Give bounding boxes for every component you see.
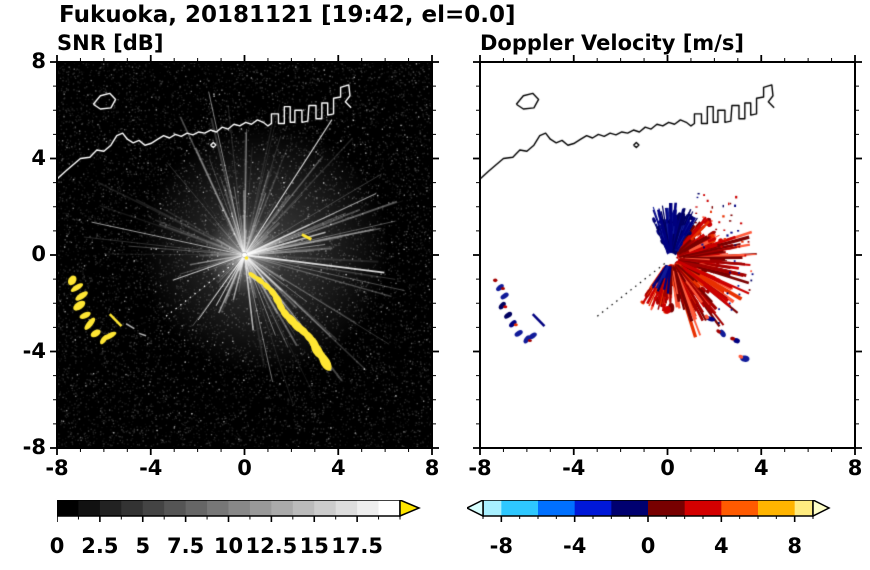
- snr-y-tick-label: -4: [22, 338, 46, 363]
- doppler-colorbar-label: 0: [640, 534, 656, 558]
- doppler-colorbar: [467, 500, 831, 522]
- snr-colorbar-label: 0: [49, 534, 65, 558]
- doppler-x-tick-label: 4: [753, 456, 769, 480]
- snr-colorbar-label: 10: [213, 534, 244, 558]
- snr-plot-canvas: [57, 62, 432, 448]
- snr-y-tick-label: 0: [31, 242, 46, 266]
- snr-y-tick-label: 4: [31, 145, 46, 170]
- snr-y-tick-label: -8: [22, 435, 46, 459]
- doppler-plot-canvas: [480, 62, 855, 448]
- snr-colorbar-label: 2.5: [81, 534, 119, 558]
- snr-x-tick-label: 4: [330, 456, 346, 480]
- figure-title: Fukuoka, 20181121 [19:42, el=0.0]: [59, 2, 516, 28]
- doppler-x-tick-label: -8: [468, 456, 492, 480]
- snr-colorbar-label: 5: [135, 534, 151, 558]
- snr-x-tick-label: 0: [237, 456, 252, 480]
- snr-plot-panel: [50, 55, 439, 455]
- doppler-colorbar-label: -8: [489, 534, 513, 558]
- doppler-plot-panel: [473, 55, 862, 455]
- snr-x-tick-label: 8: [424, 456, 440, 480]
- doppler-x-tick-label: 0: [660, 456, 675, 480]
- snr-colorbar-label: 7.5: [167, 534, 205, 558]
- doppler-x-tick-label: -4: [562, 456, 586, 480]
- snr-y-tick-label: 8: [31, 49, 46, 73]
- snr-x-tick-label: -4: [139, 456, 163, 480]
- doppler-x-tick-label: 8: [847, 456, 863, 480]
- doppler-colorbar-label: -4: [562, 534, 587, 558]
- snr-colorbar-label: 12.5: [245, 534, 298, 558]
- doppler-colorbar-label: 4: [714, 534, 729, 558]
- snr-x-tick-label: -8: [45, 456, 69, 480]
- snr-colorbar-label: 15: [299, 534, 329, 558]
- snr-colorbar: [57, 500, 421, 522]
- doppler-panel-title: Doppler Velocity [m/s]: [480, 31, 744, 55]
- snr-colorbar-label: 17.5: [331, 534, 384, 558]
- snr-panel-title: SNR [dB]: [57, 31, 164, 55]
- doppler-colorbar-label: 8: [787, 534, 802, 558]
